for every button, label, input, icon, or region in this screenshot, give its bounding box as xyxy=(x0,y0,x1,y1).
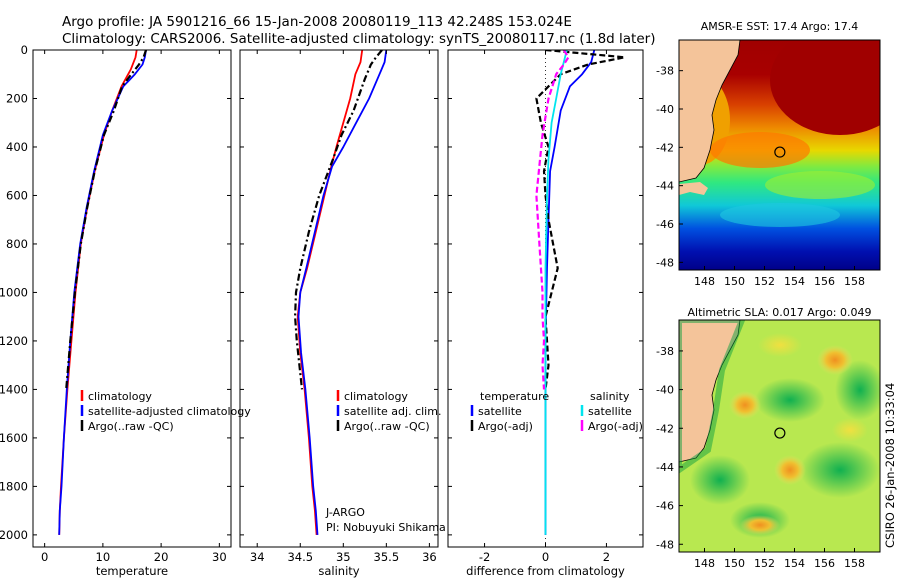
series-line-difference-2 xyxy=(544,50,568,535)
map-y-tick-label: -44 xyxy=(656,180,674,193)
legend-label: Argo(-adj) xyxy=(588,420,643,433)
y-tick-label: 2000 xyxy=(0,528,28,542)
x-tick-label: 36 xyxy=(422,550,437,564)
legend-label: temperature xyxy=(480,390,549,403)
axes-frame-temperature xyxy=(32,49,232,548)
map-frame-sla-map xyxy=(678,319,881,553)
map-x-tick-label: 154 xyxy=(784,557,805,570)
series-line-temperature-1 xyxy=(58,50,147,535)
plot-area-temperature xyxy=(58,50,148,535)
map-y-tick-label: -38 xyxy=(656,65,674,78)
plot-area-difference xyxy=(535,50,626,547)
plot-area-salinity xyxy=(294,50,388,535)
series-line-difference-0 xyxy=(544,50,596,535)
map-y-tick-label: -46 xyxy=(656,500,674,513)
x-tick-label: -2 xyxy=(479,550,490,564)
map-x-tick-label: 152 xyxy=(754,557,775,570)
map-y-tick-label: -42 xyxy=(656,141,674,154)
map-y-tick-label: -40 xyxy=(656,384,674,397)
x-tick-label: 34.5 xyxy=(287,550,313,564)
series-line-temperature-2 xyxy=(65,50,148,390)
series-line-difference-3 xyxy=(535,50,570,390)
map-y-tick-label: -40 xyxy=(656,103,674,116)
x-tick-label: 0 xyxy=(41,550,48,564)
map-y-tick-label: -38 xyxy=(656,345,674,358)
sst-map xyxy=(679,40,880,270)
map-x-tick-label: 148 xyxy=(694,275,715,288)
map-y-tick-label: -48 xyxy=(656,538,674,551)
map-x-tick-label: 154 xyxy=(784,275,805,288)
float-position-marker xyxy=(774,427,786,439)
series-line-salinity-1 xyxy=(297,50,388,535)
x-axis-label-temperature: temperature xyxy=(96,564,168,578)
x-tick-label: 30 xyxy=(212,550,227,564)
y-tick-label: 200 xyxy=(6,91,28,105)
series-line-salinity-0 xyxy=(296,50,364,535)
y-tick-label: 0 xyxy=(21,43,28,57)
legend-label: Argo(..raw -QC) xyxy=(344,420,430,433)
series-line-salinity-2 xyxy=(294,50,383,390)
figure-title-line1: Argo profile: JA 5901216_66 15-Jan-2008 … xyxy=(62,14,572,30)
x-axis-label-difference: difference from climatology xyxy=(466,564,625,578)
legend-label: Argo(..raw -QC) xyxy=(88,420,174,433)
y-tick-label: 800 xyxy=(6,237,28,251)
map-y-tick-label: -46 xyxy=(656,218,674,231)
y-tick-label: 1800 xyxy=(0,479,28,493)
map-x-tick-label: 150 xyxy=(724,275,745,288)
y-tick-label: 400 xyxy=(6,140,28,154)
legend-label: satellite xyxy=(588,405,632,418)
map-title-sst-map: AMSR-E SST: 17.4 Argo: 17.4 xyxy=(701,20,859,33)
x-tick-label: 20 xyxy=(154,550,169,564)
legend-label: climatology xyxy=(88,390,152,403)
x-tick-label: 10 xyxy=(96,550,111,564)
sla-map xyxy=(679,320,880,552)
float-position-marker xyxy=(774,146,786,158)
map-y-tick-label: -48 xyxy=(656,256,674,269)
map-x-tick-label: 156 xyxy=(814,557,835,570)
y-tick-label: 1400 xyxy=(0,382,28,396)
legend-label: satellite xyxy=(478,405,522,418)
map-frame-sst-map xyxy=(678,39,881,271)
legend-label: satellite-adjusted climatology xyxy=(88,405,251,418)
x-axis-label-salinity: salinity xyxy=(318,564,359,578)
legend-label: Argo(-adj) xyxy=(478,420,533,433)
series-line-difference-1 xyxy=(535,50,626,390)
annotation-pi-name: PI: Nobuyuki Shikama xyxy=(326,521,446,534)
y-tick-label: 1600 xyxy=(0,431,28,445)
x-tick-label: 0 xyxy=(542,550,549,564)
legend-label: climatology xyxy=(344,390,408,403)
figure-title-line2: Climatology: CARS2006. Satellite-adjuste… xyxy=(62,31,656,47)
y-tick-label: 1200 xyxy=(0,334,28,348)
map-x-tick-label: 156 xyxy=(814,275,835,288)
series-line-temperature-0 xyxy=(58,50,138,535)
axes-frame-salinity xyxy=(239,49,439,548)
map-title-sla-map: Altimetric SLA: 0.017 Argo: 0.049 xyxy=(687,306,871,319)
map-y-tick-label: -44 xyxy=(656,461,674,474)
y-tick-label: 1000 xyxy=(0,285,28,299)
legend-label: satellite adj. clim. xyxy=(344,405,441,418)
legend-label: salinity xyxy=(590,390,630,403)
annotation-float-program: J-ARGO xyxy=(325,506,365,519)
x-tick-label: 2 xyxy=(603,550,610,564)
x-tick-label: 34 xyxy=(250,550,265,564)
x-tick-label: 35.5 xyxy=(374,550,400,564)
map-x-tick-label: 148 xyxy=(694,557,715,570)
map-x-tick-label: 150 xyxy=(724,557,745,570)
map-x-tick-label: 158 xyxy=(844,557,865,570)
y-tick-label: 600 xyxy=(6,188,28,202)
map-x-tick-label: 152 xyxy=(754,275,775,288)
x-tick-label: 35 xyxy=(336,550,351,564)
map-x-tick-label: 158 xyxy=(844,275,865,288)
map-y-tick-label: -42 xyxy=(656,422,674,435)
